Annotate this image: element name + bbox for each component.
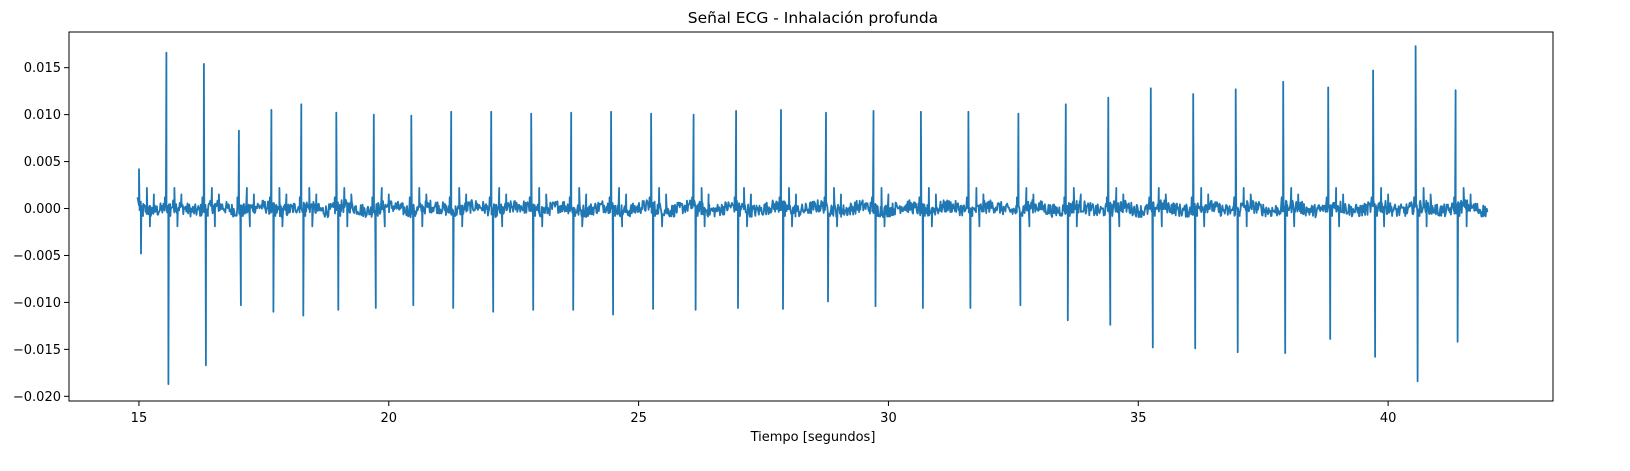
x-tick-label: 20 bbox=[381, 411, 398, 426]
ecg-series-line bbox=[136, 45, 1489, 385]
y-tick-label: 0.010 bbox=[24, 108, 61, 123]
y-axis: 0.015 0.010 0.005 0.000 −0.005 −0.010 −0.015 −0… bbox=[13, 61, 69, 405]
x-axis-label: Tiempo [segundos] bbox=[750, 430, 876, 445]
x-tick-label: 35 bbox=[1130, 411, 1147, 426]
x-axis: 15 20 25 30 35 40 bbox=[131, 401, 1397, 426]
x-tick-label: 40 bbox=[1380, 411, 1397, 426]
y-tick-label: −0.005 bbox=[13, 249, 61, 264]
x-tick-label: 15 bbox=[131, 411, 148, 426]
plot-area bbox=[136, 45, 1489, 385]
y-tick-label: 0.005 bbox=[24, 155, 61, 170]
chart-title: Señal ECG - Inhalación profunda bbox=[688, 9, 938, 27]
x-tick-label: 30 bbox=[880, 411, 897, 426]
y-tick-label: −0.020 bbox=[13, 390, 61, 405]
y-tick-label: 0.015 bbox=[24, 61, 61, 76]
plot-frame bbox=[68, 31, 1554, 402]
y-tick-label: −0.015 bbox=[13, 343, 61, 358]
y-tick-label: −0.010 bbox=[13, 296, 61, 311]
x-tick-label: 25 bbox=[630, 411, 647, 426]
y-tick-label: 0.000 bbox=[24, 202, 61, 217]
